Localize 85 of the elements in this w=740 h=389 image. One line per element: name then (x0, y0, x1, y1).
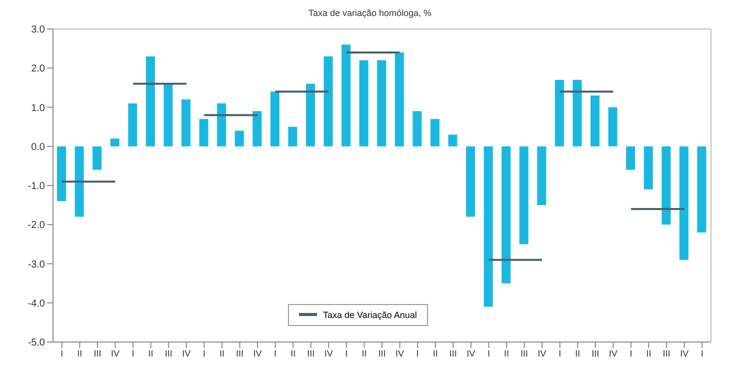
y-tick-label: -4.0 (28, 298, 46, 310)
x-tick-label: I (202, 348, 206, 358)
bar (448, 134, 458, 146)
bar (412, 111, 422, 146)
y-tick-label: 2.0 (31, 64, 46, 75)
bar (342, 44, 351, 146)
x-tick-label: IV (324, 348, 333, 358)
bar (697, 146, 706, 232)
x-tick-label: II (646, 348, 652, 358)
x-tick-label: IV (253, 348, 262, 358)
x-tick-label: III (592, 348, 600, 358)
x-tick-label: III (520, 348, 528, 358)
bar (199, 118, 208, 146)
chart-title: Taxa de variação homóloga, % (307, 8, 433, 20)
bar (519, 146, 528, 244)
bar (608, 107, 618, 146)
x-tick-label: IV (680, 348, 689, 358)
y-tick-label: 1.0 (31, 102, 46, 114)
bar (572, 80, 582, 146)
x-tick-label: III (94, 348, 102, 358)
x-tick-label: I (416, 348, 419, 358)
y-tick-label: -3.0 (28, 259, 46, 270)
bar (377, 60, 386, 146)
x-tick-label: III (164, 348, 172, 358)
bar (164, 84, 173, 146)
bar (74, 146, 84, 217)
bar (217, 103, 226, 146)
bar (57, 146, 66, 202)
x-tick-label: I (700, 348, 704, 358)
bar (554, 80, 564, 146)
x-tick-label: IV (538, 348, 546, 358)
x-tick-label: IV (608, 348, 618, 358)
x-tick-label: IV (182, 348, 191, 358)
x-tick-label: II (432, 348, 438, 358)
x-tick-label: I (132, 348, 134, 358)
x-tick-label: III (449, 348, 457, 358)
legend-label: Taxa de Variação Anual (322, 310, 417, 320)
x-tick-label: I (630, 348, 632, 358)
x-tick-label: I (345, 348, 348, 358)
x-tick-label: II (148, 348, 154, 358)
bar (644, 146, 653, 190)
bar (466, 146, 476, 217)
x-tick-label: III (378, 348, 386, 358)
bar (394, 52, 404, 146)
bar (110, 138, 120, 146)
bar (306, 84, 315, 146)
bar (679, 146, 688, 260)
bar (128, 103, 138, 146)
bar (662, 146, 671, 225)
x-tick-label: IV (110, 348, 120, 358)
bar (146, 56, 155, 146)
x-tick-label: IV (466, 348, 476, 358)
bar (92, 146, 102, 170)
x-tick-label: II (362, 348, 367, 358)
x-tick-label: II (219, 348, 224, 358)
y-tick-label: 0.0 (31, 142, 46, 153)
bar (270, 92, 280, 146)
x-tick-label: I (274, 348, 277, 358)
y-tick-label: 3.0 (31, 24, 46, 36)
bar (502, 146, 511, 284)
bar (181, 99, 190, 146)
x-tick-label: I (487, 348, 490, 358)
bar (537, 146, 546, 206)
bar (430, 118, 440, 146)
x-tick-label: IV (396, 348, 404, 358)
bar (626, 146, 636, 170)
x-tick-label: I (60, 348, 64, 358)
x-tick-label: II (290, 348, 296, 358)
bar (484, 146, 493, 307)
y-tick-label: -1.0 (28, 181, 46, 192)
bar (252, 111, 262, 146)
y-tick-label: -2.0 (28, 220, 46, 232)
y-tick-label: -5.0 (28, 338, 46, 349)
x-tick-label: III (662, 348, 670, 358)
bar (359, 60, 368, 146)
bar (288, 126, 298, 146)
bar (590, 96, 600, 146)
x-tick-label: III (307, 348, 315, 358)
x-tick-label: II (504, 348, 509, 358)
x-tick-label: II (77, 348, 82, 358)
bar (234, 130, 244, 146)
x-tick-label: III (236, 348, 244, 358)
x-tick-label: I (558, 348, 562, 358)
x-tick-label: II (575, 348, 580, 358)
bar (324, 56, 333, 146)
